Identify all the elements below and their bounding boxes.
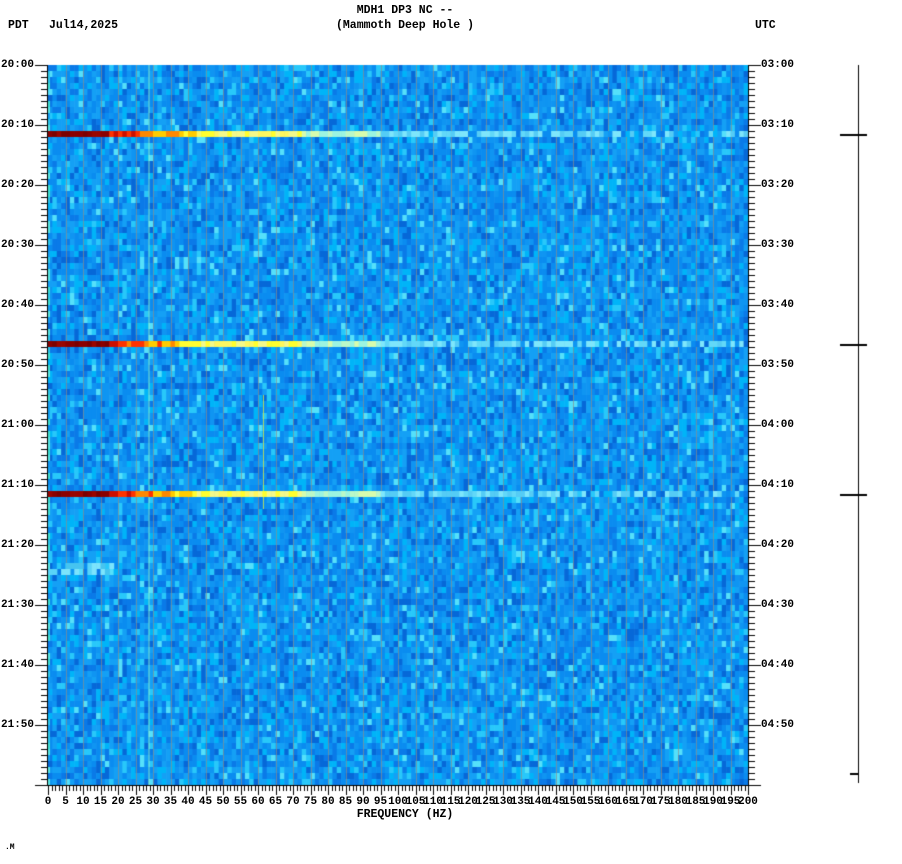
x-tick-label: 75 [303, 796, 318, 808]
y-tick-label-right: 04:30 [761, 599, 795, 611]
x-tick-label: 85 [338, 796, 353, 808]
y-tick-label-left: 20:00 [1, 59, 35, 71]
x-tick-label: 160 [598, 796, 618, 808]
corner-mark: .M [5, 843, 15, 852]
y-tick-label-left: 21:50 [1, 719, 35, 731]
x-tick-label: 170 [633, 796, 653, 808]
y-tick-label-right: 03:50 [761, 359, 795, 371]
frequency-axis-title: FREQUENCY (HZ) [356, 808, 454, 821]
x-tick-label: 0 [44, 796, 52, 808]
x-tick-label: 15 [93, 796, 108, 808]
y-tick-label-left: 20:20 [1, 179, 35, 191]
x-tick-label: 125 [475, 796, 496, 808]
x-tick-label: 40 [181, 796, 195, 808]
x-tick-label: 80 [321, 796, 335, 808]
x-tick-label: 25 [128, 796, 143, 808]
y-tick-label-left: 21:20 [1, 539, 35, 551]
x-tick-label: 190 [703, 796, 723, 808]
timezone-right-label: UTC [755, 19, 776, 32]
x-tick-label: 95 [373, 796, 388, 808]
timezone-left-label: PDT [8, 19, 29, 32]
y-tick-label-right: 04:10 [761, 479, 795, 491]
x-tick-label: 150 [563, 796, 583, 808]
x-tick-label: 50 [216, 796, 230, 808]
y-tick-label-left: 21:00 [1, 419, 35, 431]
x-tick-label: 195 [720, 796, 741, 808]
y-tick-label-right: 04:50 [761, 719, 795, 731]
x-tick-label: 185 [685, 796, 706, 808]
y-tick-label-right: 03:40 [761, 299, 795, 311]
x-tick-label: 60 [251, 796, 265, 808]
x-tick-label: 130 [493, 796, 513, 808]
x-tick-label: 145 [545, 796, 566, 808]
x-tick-label: 10 [76, 796, 90, 808]
x-tick-label: 110 [423, 796, 443, 808]
x-tick-label: 175 [650, 796, 671, 808]
y-tick-label-right: 04:40 [761, 659, 795, 671]
x-tick-label: 180 [668, 796, 688, 808]
x-tick-label: 65 [268, 796, 283, 808]
y-tick-label-right: 03:20 [761, 179, 795, 191]
date-label: Jul14,2025 [49, 19, 119, 32]
x-tick-label: 120 [458, 796, 478, 808]
x-tick-label: 55 [233, 796, 248, 808]
y-tick-label-right: 04:00 [761, 419, 795, 431]
x-tick-label: 5 [62, 796, 69, 808]
y-tick-label-left: 21:10 [1, 479, 35, 491]
y-tick-label-left: 20:10 [1, 119, 35, 131]
y-tick-label-left: 20:50 [1, 359, 35, 371]
x-tick-label: 100 [388, 796, 408, 808]
x-tick-label: 155 [580, 796, 601, 808]
x-tick-label: 70 [286, 796, 300, 808]
x-tick-label: 35 [163, 796, 178, 808]
y-tick-label-left: 20:40 [1, 299, 35, 311]
x-tick-label: 135 [510, 796, 531, 808]
x-tick-label: 45 [198, 796, 213, 808]
x-tick-label: 165 [615, 796, 636, 808]
x-tick-label: 140 [528, 796, 548, 808]
y-tick-label-right: 03:00 [761, 59, 795, 71]
y-tick-label-left: 20:30 [1, 239, 35, 251]
y-tick-label-right: 03:30 [761, 239, 795, 251]
x-tick-label: 105 [405, 796, 426, 808]
x-tick-label: 115 [440, 796, 461, 808]
station-subtitle: (Mammoth Deep Hole ) [335, 19, 475, 32]
y-tick-label-left: 21:40 [1, 659, 35, 671]
y-tick-label-right: 04:20 [761, 539, 795, 551]
y-tick-label-right: 03:10 [761, 119, 795, 131]
y-tick-label-left: 21:30 [1, 599, 35, 611]
station-title: MDH1 DP3 NC -- [356, 4, 454, 17]
x-tick-label: 30 [146, 796, 160, 808]
x-tick-label: 200 [738, 796, 758, 808]
x-tick-label: 90 [356, 796, 370, 808]
x-tick-label: 20 [111, 796, 125, 808]
